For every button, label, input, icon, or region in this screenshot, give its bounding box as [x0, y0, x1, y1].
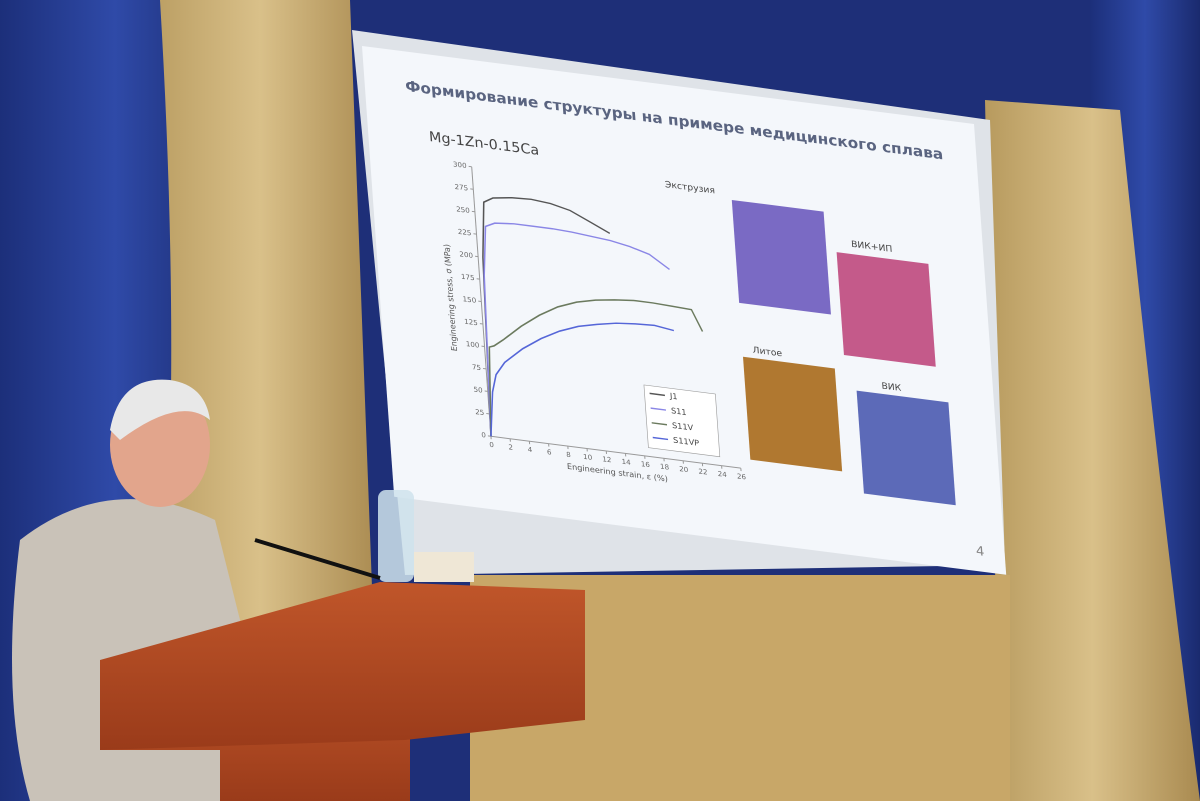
y-tick-label: 0 — [481, 430, 486, 439]
y-tick-label: 300 — [453, 160, 467, 171]
y-tick-label: 225 — [457, 227, 471, 238]
slide: Формирование структуры на примере медици… — [362, 46, 1007, 575]
x-tick-label: 20 — [679, 464, 689, 474]
micrograph — [856, 390, 956, 506]
x-tick-label: 12 — [602, 454, 612, 464]
series-line — [482, 197, 611, 437]
y-tick-label: 50 — [473, 385, 483, 395]
y-tick-label: 250 — [456, 204, 470, 215]
legend-swatch — [650, 407, 667, 411]
x-tick-label: 10 — [583, 452, 593, 462]
water-bottle — [378, 490, 414, 582]
y-tick-label: 75 — [472, 362, 482, 372]
micrograph — [836, 252, 936, 367]
legend-label: S11 — [671, 406, 687, 417]
legend-label: S11V — [672, 421, 694, 433]
speaker-hair — [110, 379, 210, 440]
slide-number: 4 — [975, 544, 984, 560]
legend-label: J1 — [669, 391, 678, 401]
x-tick-label: 24 — [717, 469, 727, 479]
cups — [414, 552, 474, 582]
microphone — [254, 538, 381, 580]
legend-swatch — [649, 392, 665, 397]
x-axis — [490, 435, 741, 469]
micrograph — [731, 199, 831, 315]
x-tick-label: 26 — [737, 472, 747, 482]
x-tick-label: 14 — [621, 457, 631, 467]
y-tick-label: 200 — [459, 249, 473, 260]
x-tick-label: 4 — [527, 445, 533, 454]
x-tick-label: 0 — [489, 440, 494, 449]
y-tick-label: 275 — [454, 182, 468, 193]
x-tick-label: 6 — [547, 447, 553, 456]
y-tick-label: 150 — [462, 294, 476, 305]
series-line — [490, 322, 674, 437]
micrograph-label: Литое — [752, 346, 783, 360]
legend-swatch — [651, 422, 668, 426]
y-tick-label: 125 — [464, 317, 478, 328]
y-tick-label: 175 — [461, 272, 475, 283]
x-tick-label: 8 — [566, 450, 571, 459]
y-tick-label: 25 — [475, 407, 485, 417]
series-line — [483, 222, 670, 437]
micrograph — [742, 356, 843, 472]
series-line — [488, 299, 704, 437]
legend-label: S11VP — [673, 436, 700, 448]
y-tick-label: 100 — [465, 339, 479, 350]
legend-box — [643, 384, 721, 458]
slide-background — [362, 46, 1007, 575]
x-tick-label: 22 — [698, 467, 708, 477]
x-tick-label: 2 — [508, 442, 513, 451]
podium-top — [100, 582, 585, 750]
x-tick-label: 16 — [640, 459, 650, 469]
micrograph-label: ВИК — [881, 382, 902, 394]
x-tick-label: 18 — [660, 462, 670, 472]
legend-swatch — [652, 436, 669, 441]
gold-curtain — [985, 100, 1200, 801]
